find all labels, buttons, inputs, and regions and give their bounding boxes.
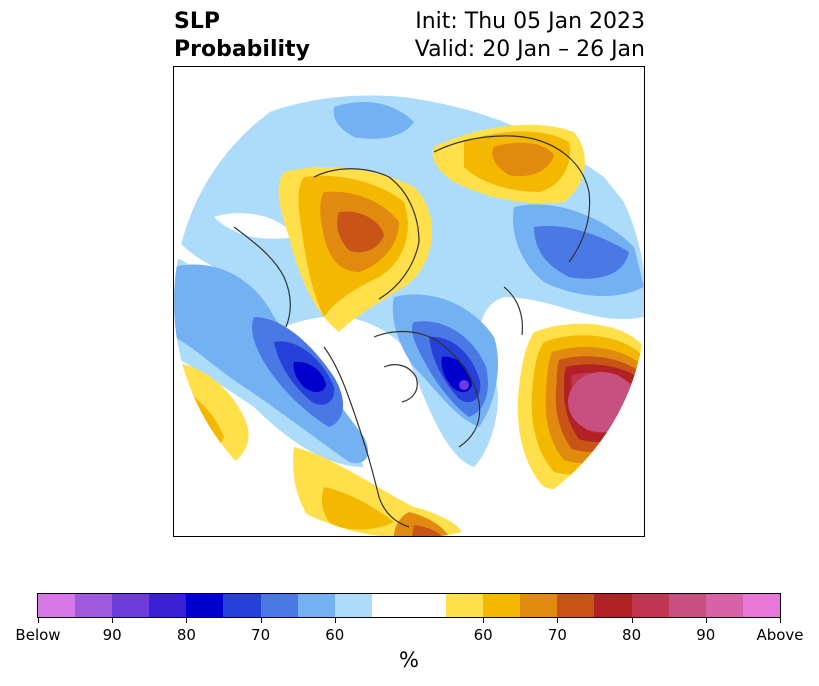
colorbar-segment <box>223 594 261 617</box>
region-north-pacific-above <box>517 323 644 491</box>
colorbar-segment <box>742 594 780 617</box>
colorbar-segment <box>260 594 298 617</box>
variable-label: SLP <box>174 9 220 34</box>
colorbar-tick-label: 90 <box>696 626 716 644</box>
colorbar <box>37 593 781 618</box>
colorbar-tick-label: 70 <box>251 626 271 644</box>
colorbar-tick-label: 70 <box>547 626 567 644</box>
colorbar-segment <box>446 594 484 617</box>
colorbar-tick-mark <box>780 618 781 623</box>
probability-map <box>173 66 645 537</box>
title-left: SLP Probability <box>174 8 310 64</box>
colorbar-tick-mark <box>260 618 262 623</box>
product-label: Probability <box>174 37 310 62</box>
colorbar-tick-mark <box>112 618 114 623</box>
colorbar-segment <box>297 594 335 617</box>
colorbar-tick-label: 80 <box>622 626 642 644</box>
colorbar-segment <box>186 594 224 617</box>
colorbar-segment <box>38 594 76 617</box>
colorbar-tick-mark <box>38 618 39 623</box>
units-label: % <box>399 648 419 672</box>
colorbar-tick-label: Below <box>15 626 61 644</box>
colorbar-tick-mark <box>631 618 633 623</box>
region-above-75 <box>337 211 442 536</box>
colorbar-tick-label: Above <box>756 626 804 644</box>
colorbar-segment <box>668 594 706 617</box>
colorbar-tick-label: 60 <box>325 626 345 644</box>
colorbar-tick-mark <box>334 618 336 623</box>
colorbar-segment <box>705 594 743 617</box>
valid-range: Valid: 20 Jan – 26 Jan <box>414 37 645 62</box>
colorbar-tick-label: 60 <box>473 626 493 644</box>
colorbar-tick-mark <box>483 618 485 623</box>
coastlines <box>233 135 591 528</box>
region-below-max <box>459 380 469 390</box>
colorbar-segment <box>557 594 595 617</box>
colorbar-segment <box>75 594 113 617</box>
colorbar-segment <box>520 594 558 617</box>
region-neutral <box>214 213 294 239</box>
colorbar-tick-label: 90 <box>102 626 122 644</box>
title-right: Init: Thu 05 Jan 2023 Valid: 20 Jan – 26… <box>415 8 645 64</box>
colorbar-segment <box>334 594 372 617</box>
colorbar-segment <box>631 594 669 617</box>
colorbar-tick-mark <box>186 618 188 623</box>
colorbar-tick-mark <box>705 618 707 623</box>
colorbar-tick-label: 80 <box>176 626 196 644</box>
colorbar-segment <box>371 594 447 617</box>
init-date: Init: Thu 05 Jan 2023 <box>415 9 645 34</box>
colorbar-segment <box>483 594 521 617</box>
colorbar-tick-mark <box>557 618 559 623</box>
colorbar-segment <box>112 594 150 617</box>
map-svg <box>174 67 644 536</box>
colorbar-segment <box>594 594 632 617</box>
colorbar-segment <box>149 594 187 617</box>
